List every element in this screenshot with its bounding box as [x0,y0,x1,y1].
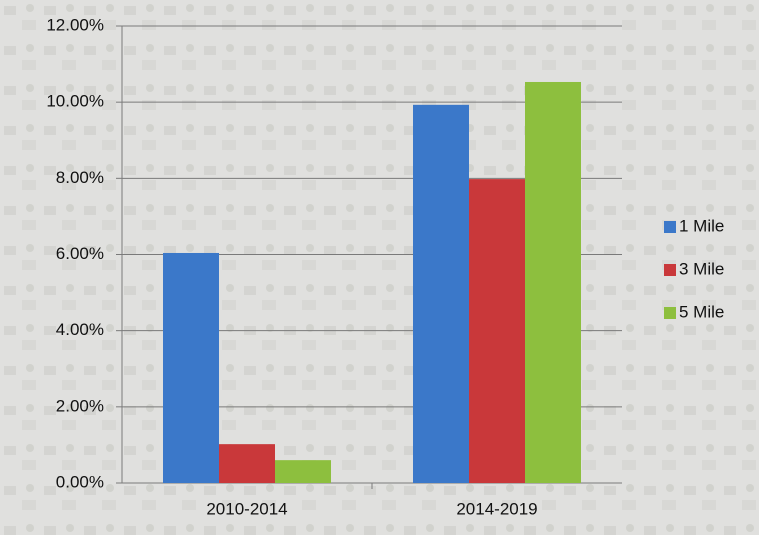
y-tick-label: 0.00% [56,472,104,491]
bar [163,253,219,483]
y-tick-label: 8.00% [56,168,104,187]
y-tick-label: 10.00% [46,92,104,111]
y-tick-label: 2.00% [56,396,104,415]
legend-label: 1 Mile [679,216,724,235]
legend-swatch [664,264,676,276]
chart: 0.00% 2.00% 4.00% 6.00% 8.00% 10.00% 12.00% 201… [0,0,759,535]
bar [525,82,581,483]
y-tick-label: 12.00% [46,15,104,34]
background-veil [0,0,759,535]
x-tick-label: 2010-2014 [206,499,287,518]
y-tick-label: 6.00% [56,244,104,263]
legend-swatch [664,221,676,233]
bar [219,444,275,483]
bar [469,179,525,483]
y-tick-label: 4.00% [56,320,104,339]
legend-label: 5 Mile [679,302,724,321]
legend-swatch [664,307,676,319]
x-tick-label: 2014-2019 [456,499,537,518]
bar [413,105,469,483]
legend-label: 3 Mile [679,259,724,278]
bar [275,460,331,483]
